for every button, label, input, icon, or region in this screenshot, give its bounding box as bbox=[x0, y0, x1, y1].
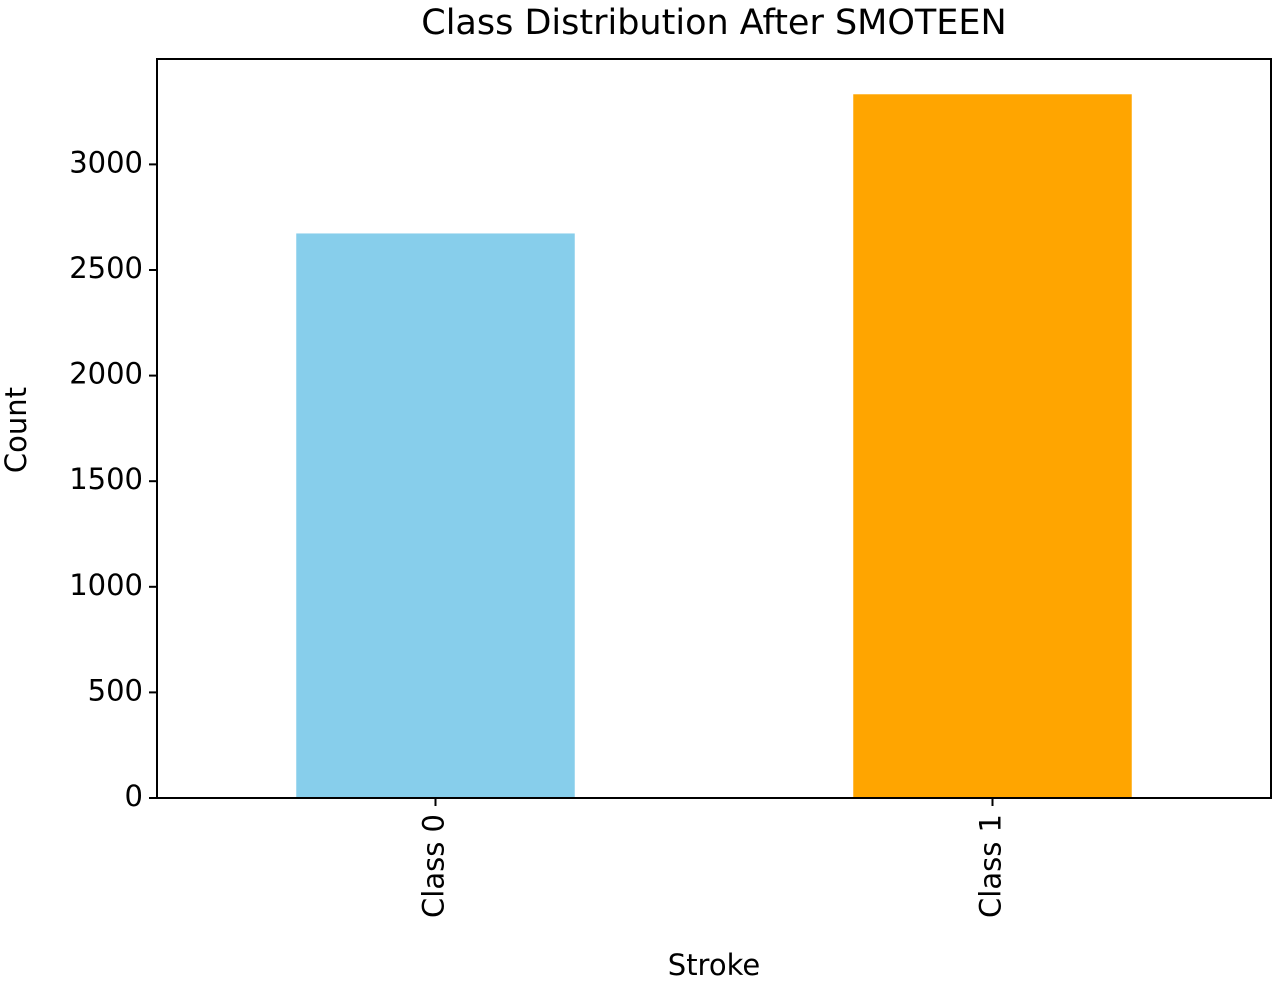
y-tick-label: 1000 bbox=[69, 568, 143, 602]
y-tick-label: 0 bbox=[125, 779, 143, 813]
bar bbox=[853, 94, 1132, 798]
x-axis-label: Stroke bbox=[668, 948, 760, 982]
x-tick-label: Class 1 bbox=[974, 814, 1008, 918]
chart-title: Class Distribution After SMOTEEN bbox=[421, 3, 1006, 43]
y-tick-label: 500 bbox=[88, 673, 143, 707]
y-tick-label: 2000 bbox=[69, 357, 143, 391]
y-tick-label: 3000 bbox=[69, 145, 143, 179]
y-tick-label: 1500 bbox=[69, 462, 143, 496]
bar bbox=[296, 233, 575, 798]
x-tick-label: Class 0 bbox=[417, 814, 451, 918]
y-tick-label: 2500 bbox=[69, 251, 143, 285]
y-axis-label: Count bbox=[0, 387, 33, 473]
plot-frame bbox=[156, 58, 1272, 799]
